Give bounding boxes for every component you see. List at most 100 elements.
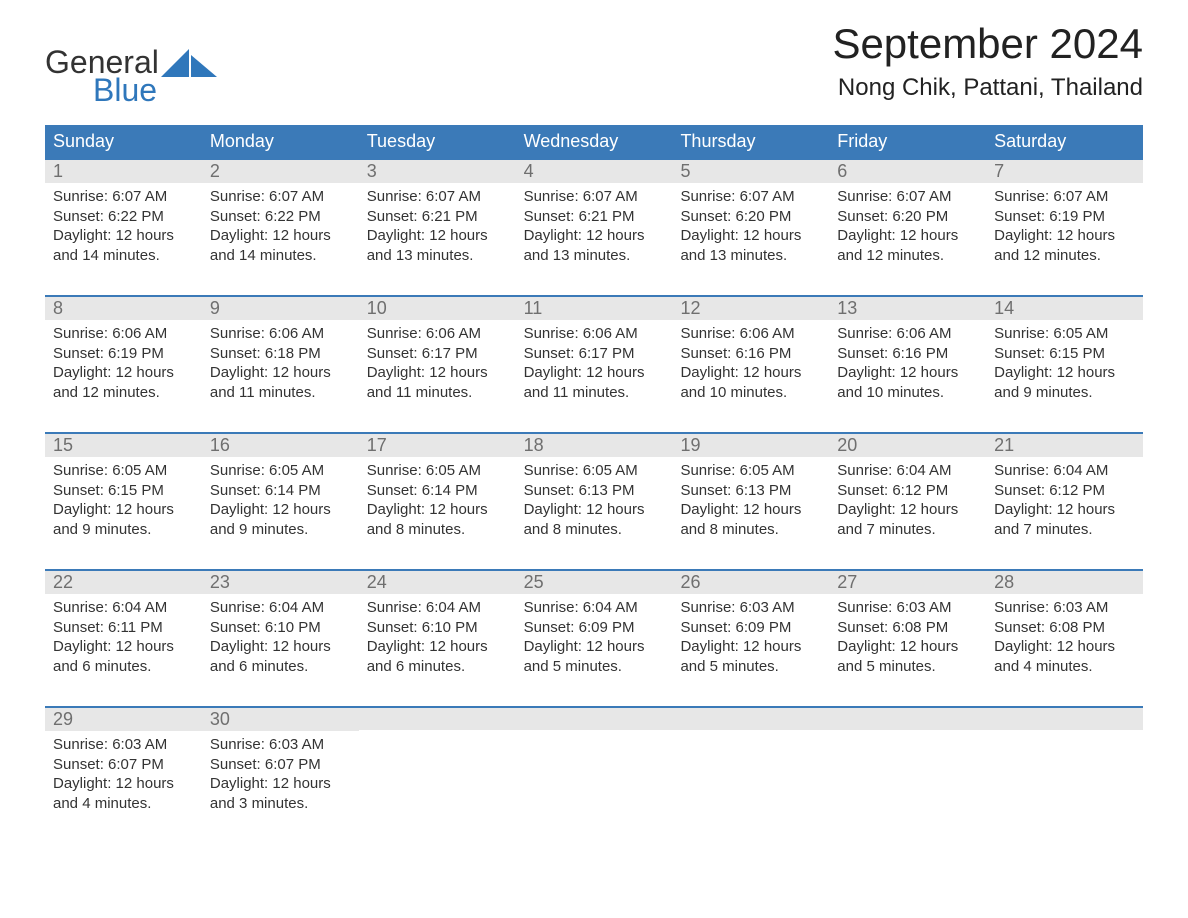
sunset-text: Sunset: 6:18 PM bbox=[210, 344, 355, 364]
day-cell: 19Sunrise: 6:05 AMSunset: 6:13 PMDayligh… bbox=[672, 434, 829, 543]
sunset-text: Sunset: 6:20 PM bbox=[837, 207, 982, 227]
day-body: Sunrise: 6:05 AMSunset: 6:13 PMDaylight:… bbox=[516, 457, 673, 543]
daylight-text: Daylight: 12 hours and 8 minutes. bbox=[680, 500, 825, 539]
sunrise-text: Sunrise: 6:05 AM bbox=[524, 461, 669, 481]
day-cell: 13Sunrise: 6:06 AMSunset: 6:16 PMDayligh… bbox=[829, 297, 986, 406]
month-title: September 2024 bbox=[832, 20, 1143, 68]
day-number bbox=[829, 708, 986, 730]
day-body: Sunrise: 6:07 AMSunset: 6:19 PMDaylight:… bbox=[986, 183, 1143, 269]
day-number bbox=[986, 708, 1143, 730]
sunrise-text: Sunrise: 6:05 AM bbox=[367, 461, 512, 481]
day-number: 28 bbox=[986, 571, 1143, 594]
sunset-text: Sunset: 6:22 PM bbox=[53, 207, 198, 227]
sunset-text: Sunset: 6:10 PM bbox=[367, 618, 512, 638]
day-number: 21 bbox=[986, 434, 1143, 457]
day-number: 11 bbox=[516, 297, 673, 320]
day-cell: 22Sunrise: 6:04 AMSunset: 6:11 PMDayligh… bbox=[45, 571, 202, 680]
sunset-text: Sunset: 6:12 PM bbox=[837, 481, 982, 501]
sunset-text: Sunset: 6:19 PM bbox=[994, 207, 1139, 227]
day-number: 23 bbox=[202, 571, 359, 594]
day-number: 29 bbox=[45, 708, 202, 731]
daylight-text: Daylight: 12 hours and 11 minutes. bbox=[367, 363, 512, 402]
daylight-text: Daylight: 12 hours and 6 minutes. bbox=[53, 637, 198, 676]
day-cell: 1Sunrise: 6:07 AMSunset: 6:22 PMDaylight… bbox=[45, 160, 202, 269]
sunrise-text: Sunrise: 6:03 AM bbox=[837, 598, 982, 618]
day-body: Sunrise: 6:05 AMSunset: 6:15 PMDaylight:… bbox=[986, 320, 1143, 406]
sunrise-text: Sunrise: 6:07 AM bbox=[53, 187, 198, 207]
sunrise-text: Sunrise: 6:04 AM bbox=[53, 598, 198, 618]
daylight-text: Daylight: 12 hours and 13 minutes. bbox=[680, 226, 825, 265]
daylight-text: Daylight: 12 hours and 8 minutes. bbox=[524, 500, 669, 539]
sunrise-text: Sunrise: 6:03 AM bbox=[994, 598, 1139, 618]
sunrise-text: Sunrise: 6:07 AM bbox=[524, 187, 669, 207]
day-cell: 25Sunrise: 6:04 AMSunset: 6:09 PMDayligh… bbox=[516, 571, 673, 680]
sunset-text: Sunset: 6:08 PM bbox=[994, 618, 1139, 638]
weeks-container: 1Sunrise: 6:07 AMSunset: 6:22 PMDaylight… bbox=[45, 158, 1143, 817]
day-body: Sunrise: 6:04 AMSunset: 6:11 PMDaylight:… bbox=[45, 594, 202, 680]
daylight-text: Daylight: 12 hours and 6 minutes. bbox=[367, 637, 512, 676]
day-body: Sunrise: 6:07 AMSunset: 6:20 PMDaylight:… bbox=[672, 183, 829, 269]
day-number: 12 bbox=[672, 297, 829, 320]
day-body: Sunrise: 6:05 AMSunset: 6:14 PMDaylight:… bbox=[202, 457, 359, 543]
day-number bbox=[672, 708, 829, 730]
sunset-text: Sunset: 6:17 PM bbox=[524, 344, 669, 364]
sunset-text: Sunset: 6:15 PM bbox=[994, 344, 1139, 364]
daylight-text: Daylight: 12 hours and 5 minutes. bbox=[680, 637, 825, 676]
sunset-text: Sunset: 6:13 PM bbox=[524, 481, 669, 501]
day-cell: 16Sunrise: 6:05 AMSunset: 6:14 PMDayligh… bbox=[202, 434, 359, 543]
day-number: 10 bbox=[359, 297, 516, 320]
sunrise-text: Sunrise: 6:06 AM bbox=[210, 324, 355, 344]
dow-cell: Sunday bbox=[45, 125, 202, 158]
day-body: Sunrise: 6:06 AMSunset: 6:17 PMDaylight:… bbox=[359, 320, 516, 406]
day-number: 15 bbox=[45, 434, 202, 457]
day-cell bbox=[516, 708, 673, 817]
sunrise-text: Sunrise: 6:06 AM bbox=[524, 324, 669, 344]
day-body: Sunrise: 6:03 AMSunset: 6:08 PMDaylight:… bbox=[986, 594, 1143, 680]
day-cell: 2Sunrise: 6:07 AMSunset: 6:22 PMDaylight… bbox=[202, 160, 359, 269]
day-number: 7 bbox=[986, 160, 1143, 183]
day-cell bbox=[359, 708, 516, 817]
sunrise-text: Sunrise: 6:06 AM bbox=[680, 324, 825, 344]
week-row: 22Sunrise: 6:04 AMSunset: 6:11 PMDayligh… bbox=[45, 569, 1143, 680]
sunset-text: Sunset: 6:21 PM bbox=[367, 207, 512, 227]
day-body: Sunrise: 6:06 AMSunset: 6:16 PMDaylight:… bbox=[672, 320, 829, 406]
logo-text-bottom: Blue bbox=[45, 74, 217, 108]
day-number: 3 bbox=[359, 160, 516, 183]
day-cell: 5Sunrise: 6:07 AMSunset: 6:20 PMDaylight… bbox=[672, 160, 829, 269]
day-number: 17 bbox=[359, 434, 516, 457]
daylight-text: Daylight: 12 hours and 12 minutes. bbox=[994, 226, 1139, 265]
day-cell: 11Sunrise: 6:06 AMSunset: 6:17 PMDayligh… bbox=[516, 297, 673, 406]
daylight-text: Daylight: 12 hours and 12 minutes. bbox=[837, 226, 982, 265]
day-body: Sunrise: 6:03 AMSunset: 6:08 PMDaylight:… bbox=[829, 594, 986, 680]
sunrise-text: Sunrise: 6:04 AM bbox=[994, 461, 1139, 481]
day-body: Sunrise: 6:05 AMSunset: 6:14 PMDaylight:… bbox=[359, 457, 516, 543]
sunset-text: Sunset: 6:20 PM bbox=[680, 207, 825, 227]
week-row: 15Sunrise: 6:05 AMSunset: 6:15 PMDayligh… bbox=[45, 432, 1143, 543]
daylight-text: Daylight: 12 hours and 3 minutes. bbox=[210, 774, 355, 813]
day-cell bbox=[986, 708, 1143, 817]
day-cell: 18Sunrise: 6:05 AMSunset: 6:13 PMDayligh… bbox=[516, 434, 673, 543]
sunset-text: Sunset: 6:16 PM bbox=[680, 344, 825, 364]
day-body: Sunrise: 6:04 AMSunset: 6:10 PMDaylight:… bbox=[202, 594, 359, 680]
day-body: Sunrise: 6:05 AMSunset: 6:13 PMDaylight:… bbox=[672, 457, 829, 543]
day-cell: 6Sunrise: 6:07 AMSunset: 6:20 PMDaylight… bbox=[829, 160, 986, 269]
calendar: SundayMondayTuesdayWednesdayThursdayFrid… bbox=[45, 125, 1143, 817]
day-cell: 4Sunrise: 6:07 AMSunset: 6:21 PMDaylight… bbox=[516, 160, 673, 269]
day-body: Sunrise: 6:07 AMSunset: 6:20 PMDaylight:… bbox=[829, 183, 986, 269]
sail-icon bbox=[161, 49, 217, 77]
sunset-text: Sunset: 6:12 PM bbox=[994, 481, 1139, 501]
daylight-text: Daylight: 12 hours and 8 minutes. bbox=[367, 500, 512, 539]
days-of-week-header: SundayMondayTuesdayWednesdayThursdayFrid… bbox=[45, 125, 1143, 158]
sunset-text: Sunset: 6:13 PM bbox=[680, 481, 825, 501]
day-number: 20 bbox=[829, 434, 986, 457]
day-body: Sunrise: 6:03 AMSunset: 6:07 PMDaylight:… bbox=[45, 731, 202, 817]
daylight-text: Daylight: 12 hours and 4 minutes. bbox=[994, 637, 1139, 676]
sunset-text: Sunset: 6:07 PM bbox=[53, 755, 198, 775]
day-cell bbox=[672, 708, 829, 817]
daylight-text: Daylight: 12 hours and 10 minutes. bbox=[837, 363, 982, 402]
sunset-text: Sunset: 6:14 PM bbox=[210, 481, 355, 501]
sunset-text: Sunset: 6:19 PM bbox=[53, 344, 198, 364]
day-body: Sunrise: 6:07 AMSunset: 6:22 PMDaylight:… bbox=[202, 183, 359, 269]
sunset-text: Sunset: 6:22 PM bbox=[210, 207, 355, 227]
sunset-text: Sunset: 6:14 PM bbox=[367, 481, 512, 501]
